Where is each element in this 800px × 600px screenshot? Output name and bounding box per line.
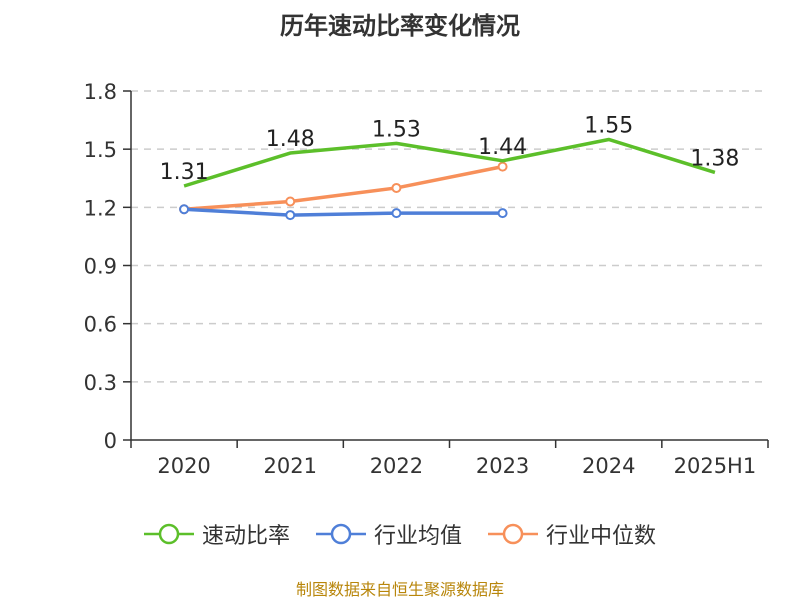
legend-label: 行业中位数 [546, 524, 657, 549]
series-line [183, 207, 503, 217]
x-tick-label: 2021 [264, 454, 317, 478]
data-label: 1.53 [372, 117, 421, 142]
data-point [391, 208, 402, 219]
y-tick-label: 0 [104, 429, 117, 453]
data-point [391, 182, 402, 193]
legend-marker-icon [143, 523, 194, 545]
chart-title: 历年速动比率变化情况 [280, 12, 520, 40]
axes: 0 0.3 0.6 0.9 1.2 1.5 1.8 2020 2021 2022 2023 2024 2… [84, 80, 769, 478]
data-label: 1.48 [266, 127, 315, 152]
grid-lines [131, 90, 768, 383]
legend-circle [330, 523, 352, 545]
x-tick-label: 2024 [582, 454, 635, 478]
legend-marker-icon [488, 523, 538, 545]
legend-circle [502, 523, 524, 545]
series-line [183, 137, 716, 188]
legend-circle [158, 523, 180, 545]
y-tick-label: 0.6 [84, 313, 117, 337]
y-tick-label: 1.5 [84, 138, 117, 162]
y-tick-label: 1.8 [84, 80, 117, 104]
data-label: 1.44 [478, 135, 527, 160]
series-line [183, 164, 503, 212]
legend: 速动比率 行业均值 行业中位数 [0, 518, 800, 550]
data-point [497, 208, 508, 219]
legend-item[interactable]: 行业均值 [315, 518, 462, 550]
x-tick-label: 2023 [476, 454, 529, 478]
legend-item[interactable]: 行业中位数 [488, 518, 656, 550]
legend-marker-icon [315, 523, 366, 545]
data-point [179, 204, 190, 215]
legend-label: 行业均值 [373, 524, 462, 549]
y-tick-label: 0.9 [84, 255, 117, 279]
source-note: 制图数据来自恒生聚源数据库 [295, 580, 504, 599]
data-point [497, 161, 508, 172]
legend-label: 速动比率 [201, 524, 290, 549]
series-lines [179, 137, 716, 221]
x-tick-label: 2020 [157, 454, 210, 478]
y-tick-label: 1.2 [84, 196, 117, 220]
x-tick-label: 2025H1 [674, 454, 757, 478]
legend-item[interactable]: 速动比率 [143, 518, 290, 550]
y-tick-label: 0.3 [84, 371, 117, 395]
data-label: 1.55 [584, 113, 633, 138]
data-labels: 1.31 1.48 1.53 1.44 1.55 1.38 [160, 113, 740, 185]
data-label: 1.38 [690, 146, 739, 171]
data-point [285, 210, 296, 221]
x-tick-label: 2022 [370, 454, 423, 478]
data-label: 1.31 [160, 160, 209, 185]
data-point [285, 196, 296, 207]
